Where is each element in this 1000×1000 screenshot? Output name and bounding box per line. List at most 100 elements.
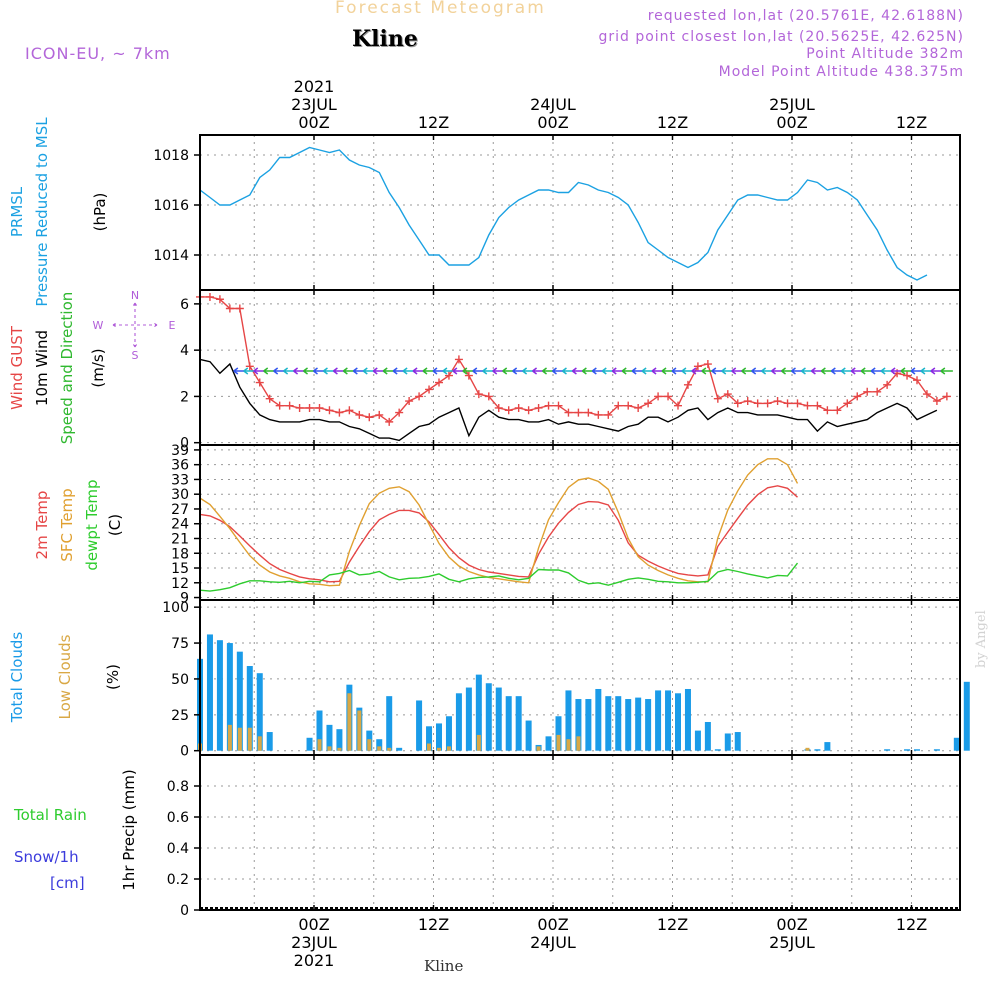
total-cloud-bar bbox=[665, 690, 672, 751]
total-cloud-bar bbox=[675, 693, 681, 751]
gust-marker bbox=[883, 380, 892, 389]
y-tick-label: 21 bbox=[171, 531, 189, 547]
closest-lonlat: grid point closest lon,lat (20.5625E, 42… bbox=[598, 29, 964, 45]
gust-marker bbox=[683, 380, 692, 389]
y-tick-label: 24 bbox=[171, 517, 189, 533]
panel-label: Wind GUST bbox=[8, 325, 26, 410]
gust-marker bbox=[932, 397, 941, 406]
gust-marker bbox=[474, 390, 483, 399]
total-cloud-bar bbox=[585, 699, 592, 751]
gust-marker bbox=[265, 394, 274, 403]
y-tick-label: 30 bbox=[171, 487, 189, 503]
compass-south: S bbox=[132, 349, 139, 362]
gust-marker bbox=[922, 390, 931, 399]
gust-marker bbox=[693, 362, 702, 371]
total-cloud-bar bbox=[226, 643, 233, 751]
panel-label: Snow/1h bbox=[14, 848, 79, 866]
gust-marker bbox=[703, 360, 712, 369]
total-cloud-bar bbox=[605, 696, 612, 751]
total-cloud-bar bbox=[615, 696, 622, 751]
panel-frames bbox=[194, 134, 961, 911]
gust-marker bbox=[574, 408, 583, 417]
y-tick-label: 0.2 bbox=[167, 872, 189, 888]
total-cloud-bar bbox=[326, 724, 333, 751]
gust-marker bbox=[385, 417, 394, 426]
chart-title: Forecast Meteogram bbox=[335, 0, 546, 18]
gust-marker bbox=[395, 408, 404, 417]
gust-marker bbox=[325, 406, 334, 415]
low-cloud-bar bbox=[227, 724, 232, 751]
y-tick-label: 0 bbox=[180, 744, 189, 760]
total-cloud-bar bbox=[714, 749, 721, 751]
gust-marker bbox=[285, 401, 294, 410]
gust-marker bbox=[554, 401, 563, 410]
y-tick-label: 0.6 bbox=[167, 810, 189, 826]
panel-label: (C) bbox=[106, 514, 124, 536]
gust-marker bbox=[723, 390, 732, 399]
gust-marker bbox=[315, 403, 324, 412]
gust-marker bbox=[584, 408, 593, 417]
total-cloud-bar bbox=[635, 697, 642, 751]
total-cloud-bar bbox=[704, 721, 711, 751]
total-cloud-bar bbox=[475, 674, 482, 751]
low-cloud-bar bbox=[337, 747, 342, 751]
low-cloud-bar bbox=[556, 734, 561, 751]
y-tick-label: 0 bbox=[180, 903, 189, 919]
total-cloud-bar bbox=[645, 699, 652, 751]
gust-marker bbox=[853, 392, 862, 401]
panel-label: (hPa) bbox=[91, 193, 109, 232]
total-cloud-bar bbox=[914, 749, 920, 751]
panel-label: SFC Temp bbox=[58, 488, 76, 561]
low-cloud-bar bbox=[476, 734, 481, 751]
total-cloud-bar bbox=[256, 673, 263, 751]
bottom-time-label: 24JUL bbox=[530, 933, 576, 952]
series-line-wind-gust bbox=[200, 296, 948, 423]
y-tick-label: 12 bbox=[171, 576, 189, 592]
y-tick-label: 9 bbox=[180, 591, 189, 607]
total-cloud-bar bbox=[824, 742, 831, 751]
gust-marker bbox=[514, 403, 523, 412]
gust-marker bbox=[405, 397, 414, 406]
total-cloud-bar bbox=[904, 749, 911, 751]
panel-label: PRMSL bbox=[8, 186, 26, 237]
top-time-label: 23JUL bbox=[291, 95, 337, 114]
gust-marker bbox=[913, 376, 921, 385]
gust-marker bbox=[305, 403, 314, 412]
gust-marker bbox=[624, 401, 633, 410]
gust-marker bbox=[823, 406, 832, 415]
total-cloud-bar bbox=[953, 737, 960, 751]
gust-marker bbox=[793, 399, 802, 408]
low-cloud-bar bbox=[387, 747, 392, 751]
bottom-time-label: 23JUL bbox=[291, 933, 337, 952]
low-cloud-bar bbox=[367, 739, 372, 751]
total-cloud-bar bbox=[655, 690, 662, 751]
bottom-time-label: 00Z bbox=[776, 915, 807, 934]
gust-marker bbox=[743, 397, 752, 406]
y-tick-label: 75 bbox=[171, 636, 189, 652]
compass-rose bbox=[112, 302, 158, 348]
footer-station: Kline bbox=[424, 957, 464, 975]
station-name: Kline bbox=[352, 26, 418, 52]
low-cloud-bar bbox=[437, 747, 441, 751]
total-cloud-bar bbox=[625, 699, 632, 751]
series-line-2m-temp bbox=[199, 485, 798, 583]
gust-marker bbox=[464, 371, 473, 380]
gust-marker bbox=[674, 401, 682, 410]
bottom-time-label: 00Z bbox=[298, 915, 329, 934]
y-tick-label: 4 bbox=[180, 343, 189, 359]
gust-marker bbox=[942, 392, 951, 401]
author-credit: by Angel bbox=[974, 610, 989, 668]
total-cloud-bar bbox=[505, 696, 512, 751]
total-cloud-bar bbox=[426, 726, 433, 751]
top-time-label: 2021 bbox=[294, 77, 335, 96]
panel-label: dewpt Temp bbox=[83, 479, 101, 570]
panel-label: Total Rain bbox=[13, 806, 87, 824]
low-cloud-bar bbox=[536, 746, 541, 751]
gust-marker bbox=[594, 410, 603, 419]
gust-marker bbox=[713, 394, 722, 403]
panel-label: (m/s) bbox=[89, 348, 107, 387]
panel-label: 2m Temp bbox=[33, 491, 51, 560]
top-time-label: 00Z bbox=[776, 113, 807, 132]
gust-marker bbox=[604, 410, 613, 419]
total-cloud-bar bbox=[684, 688, 691, 751]
